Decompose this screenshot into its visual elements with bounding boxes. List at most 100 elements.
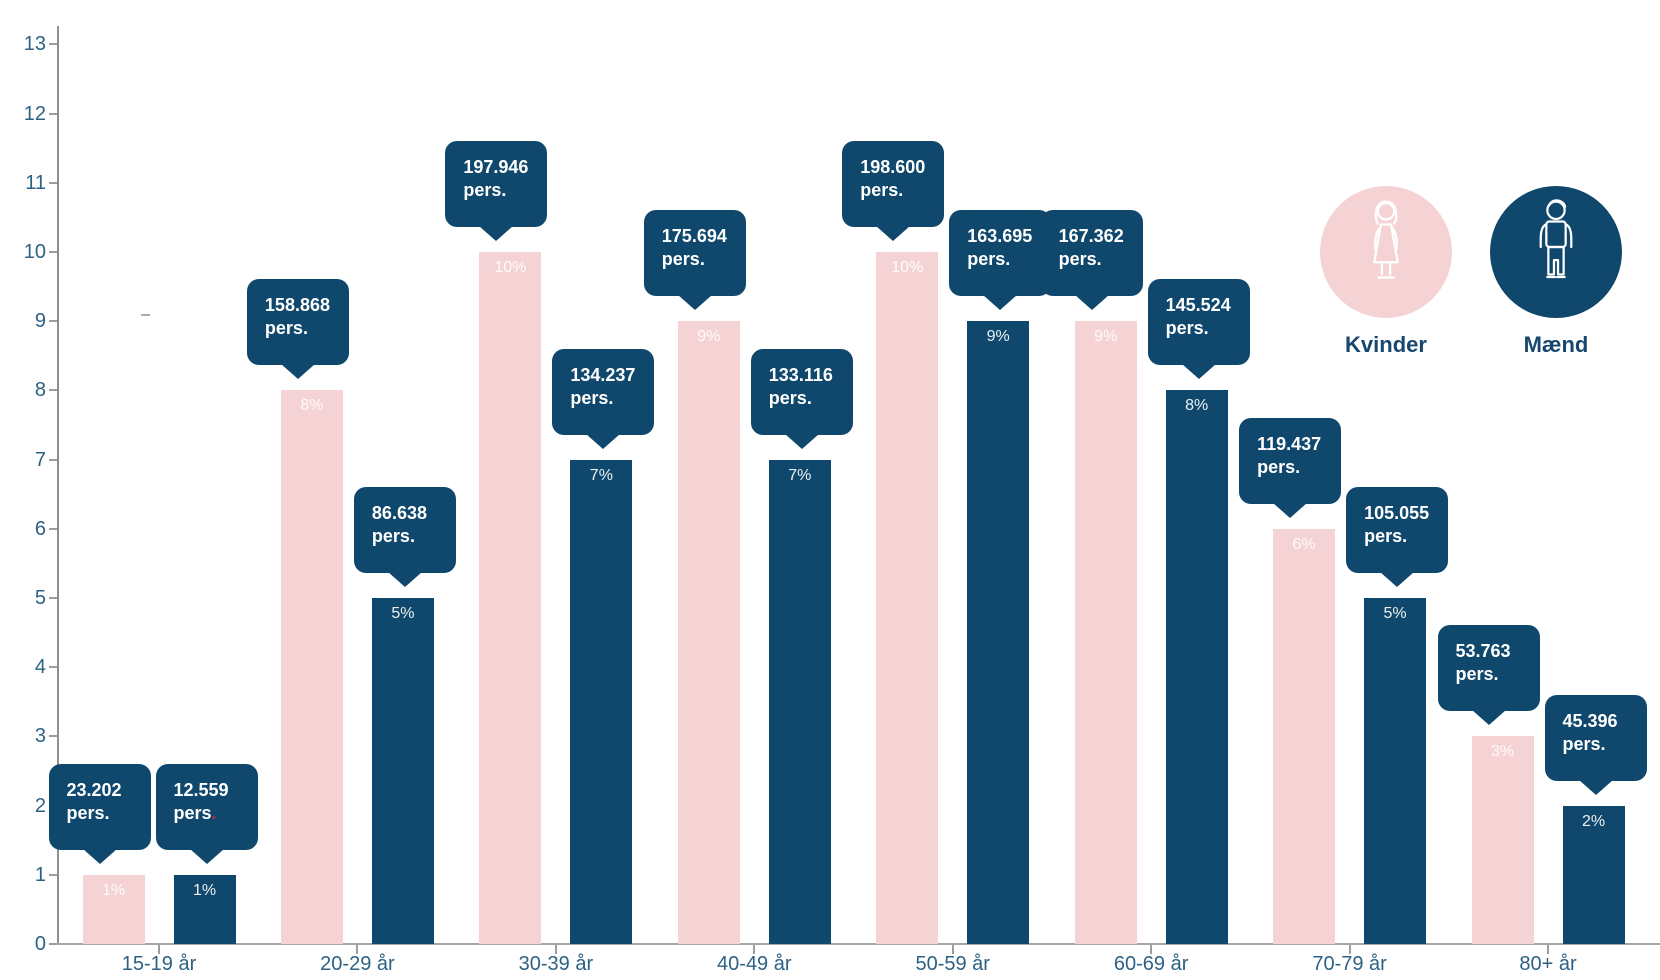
callout-value: 105.055	[1364, 503, 1430, 523]
callout-m-nd-15-19-r: 12.559 pers.	[155, 763, 258, 864]
callout-unit-dot: .	[898, 180, 904, 200]
x-label-40-49-r: 40-49 år	[717, 953, 792, 975]
bar-m-nd-40-49-r: 7%	[768, 459, 831, 944]
legend-circle-m-nd	[1490, 186, 1622, 318]
callout-tail	[784, 433, 819, 449]
callout-value: 134.237	[570, 364, 636, 385]
bar-kvinder-50-59-r: 10%	[876, 252, 939, 944]
y-tick-label-13: 13	[23, 33, 46, 56]
callout-unit: pers.	[1455, 664, 1499, 685]
callout-unit-dot: .	[1005, 249, 1011, 270]
callout-value: 145.524	[1165, 295, 1231, 316]
y-tick-mark-0	[49, 943, 57, 945]
stray-dash	[141, 314, 150, 316]
callout-tail	[479, 226, 514, 241]
bar-m-nd-60-69-r: 8%	[1165, 390, 1228, 944]
bar-kvinder-30-39-r: 10%	[479, 252, 542, 944]
callout-value: 53.763	[1455, 641, 1511, 662]
callout-unit: pers.	[66, 802, 110, 823]
x-tick-40-49-r	[753, 945, 756, 954]
callout-value: 23.202	[66, 779, 122, 800]
callout-unit: pers.	[1058, 249, 1102, 270]
callout-m-nd-60-69-r: 145.524 pers.	[1147, 279, 1250, 380]
callout-value: 175.694	[661, 226, 727, 247]
callout-unit: pers.	[1364, 526, 1408, 546]
bar-m-nd-70-79-r: 5%	[1364, 598, 1427, 944]
bar-m-nd-20-29-r: 5%	[371, 598, 434, 944]
x-label-20-29-r: 20-29 år	[320, 953, 395, 975]
callout-unit: pers.	[768, 387, 812, 408]
callout-unit: pers.	[661, 249, 705, 270]
legend-circle-kvinder	[1320, 186, 1452, 318]
y-tick-mark-7	[49, 458, 57, 461]
y-tick-label-1: 1	[34, 863, 46, 886]
callout-unit: pers.	[1562, 733, 1606, 754]
callout-value: 12.559	[173, 779, 229, 800]
callout-unit-dot: .	[1096, 249, 1102, 270]
callout-unit: pers.	[173, 802, 217, 823]
bar-kvinder-80-r: 3%	[1471, 736, 1534, 944]
y-tick-mark-1	[49, 873, 57, 876]
callout-tail	[983, 295, 1018, 311]
y-tick-mark-12	[49, 112, 57, 115]
x-tick-70-79-r	[1348, 945, 1351, 954]
bar-m-nd-50-59-r: 9%	[967, 321, 1030, 944]
legend-label-kvinder: Kvinder	[1345, 332, 1427, 357]
x-label-15-19-r: 15-19 år	[121, 953, 197, 975]
callout-m-nd-30-39-r: 134.237 pers.	[552, 348, 655, 449]
y-tick-label-10: 10	[23, 241, 46, 263]
x-label-50-59-r: 50-59 år	[915, 953, 990, 975]
percent-label: 6%	[1292, 535, 1316, 553]
percent-label: 9%	[1094, 328, 1118, 346]
y-tick-mark-9	[49, 320, 57, 323]
percent-label: 1%	[101, 881, 126, 899]
callout-unit-dot: .	[501, 180, 507, 200]
bar-m-nd-80-r: 2%	[1562, 805, 1625, 944]
x-tick-80-r	[1547, 945, 1549, 954]
callout-unit-dot: .	[302, 318, 308, 339]
bar-kvinder-60-69-r: 9%	[1074, 321, 1137, 944]
callout-unit-dot: .	[608, 387, 614, 408]
callout-unit-dot: .	[104, 802, 110, 823]
callout-value: 45.396	[1562, 710, 1618, 731]
x-axis-line	[57, 943, 1660, 945]
y-tick-label-11: 11	[25, 171, 46, 194]
y-tick-mark-5	[49, 597, 57, 599]
callout-tail	[586, 433, 621, 449]
callout-kvinder-40-49-r: 175.694 pers.	[643, 210, 746, 311]
callout-value: 133.116	[768, 364, 833, 385]
percent-label: 5%	[1383, 605, 1407, 622]
callout-m-nd-40-49-r: 133.116 pers.	[750, 348, 853, 449]
y-tick-label-7: 7	[34, 448, 46, 471]
callout-unit-dot: .	[211, 802, 217, 823]
percent-label: 7%	[589, 466, 613, 484]
percent-label: 3%	[1490, 743, 1515, 761]
y-tick-label-3: 3	[34, 725, 46, 748]
percent-label: 10%	[891, 259, 924, 276]
callout-value: 119.437	[1257, 433, 1322, 454]
y-tick-mark-4	[49, 666, 57, 669]
y-tick-label-8: 8	[34, 379, 46, 402]
callout-unit: pers.	[264, 318, 308, 339]
y-tick-label-5: 5	[34, 587, 46, 609]
callout-kvinder-80-r: 53.763 pers.	[1437, 625, 1540, 726]
callout-tail	[189, 848, 224, 864]
percent-label: 8%	[1185, 397, 1209, 415]
callout-m-nd-80-r: 45.396 pers.	[1544, 694, 1647, 795]
legend-label-m-nd: Mænd	[1523, 332, 1589, 357]
y-tick-label-0: 0	[34, 933, 46, 955]
y-tick-label-9: 9	[34, 310, 46, 333]
callout-unit-dot: .	[409, 526, 415, 546]
callout-tail	[1273, 502, 1308, 518]
y-tick-label-6: 6	[34, 517, 46, 540]
callout-tail	[1074, 295, 1109, 311]
percent-label: 1%	[192, 881, 217, 899]
callout-value: 163.695	[967, 226, 1033, 247]
percent-label: 9%	[986, 328, 1010, 346]
y-tick-label-12: 12	[23, 102, 46, 125]
x-label-30-39-r: 30-39 år	[518, 953, 594, 975]
y-tick-mark-3	[49, 735, 57, 738]
x-tick-60-69-r	[1150, 945, 1153, 954]
y-tick-mark-10	[49, 251, 57, 253]
callout-unit-dot: .	[1203, 318, 1209, 339]
